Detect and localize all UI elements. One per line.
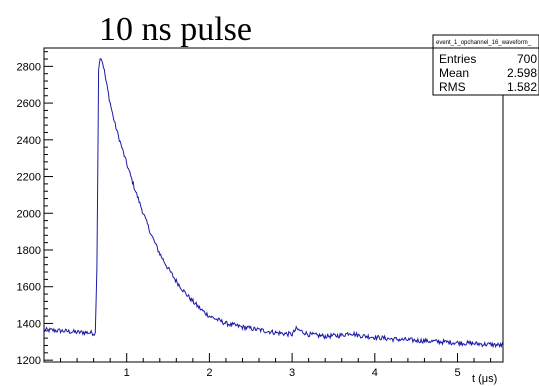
stats-entries-label: Entries: [439, 52, 476, 66]
stats-box: event_1_opchannel_16_waveform_ Entries 7…: [432, 34, 539, 96]
x-tick-label: 4: [372, 367, 378, 379]
chart-title: 10 ns pulse: [99, 11, 252, 48]
y-tick-label: 2800: [17, 61, 41, 73]
y-tick-label: 1800: [17, 245, 41, 257]
y-tick-label: 1400: [17, 318, 41, 330]
stats-mean-value: 2.598: [507, 66, 537, 80]
y-tick-label: 2200: [17, 172, 41, 184]
stats-rms-value: 1.582: [507, 80, 537, 94]
stats-rms-label: RMS: [439, 80, 466, 94]
y-tick-label: 2600: [17, 98, 41, 110]
stats-entries-value: 700: [517, 52, 537, 66]
x-tick-label: 3: [289, 367, 295, 379]
y-axis: 1200 1400 1600 1800 2000 2200 2400 2600 2800: [17, 51, 53, 367]
x-tick-label: 2: [206, 367, 212, 379]
y-tick-label: 1200: [17, 355, 41, 367]
y-tick-label: 2400: [17, 135, 41, 147]
series-line: [43, 57, 504, 349]
plot-frame: [43, 47, 504, 363]
x-axis-label: t (μs): [472, 373, 497, 385]
x-axis: 1 2 3 4 5: [60, 353, 492, 379]
stats-mean-label: Mean: [439, 66, 469, 80]
y-tick-label: 1600: [17, 282, 41, 294]
stats-box-name: event_1_opchannel_16_waveform_: [436, 40, 532, 46]
x-tick-label: 5: [454, 367, 460, 379]
y-tick-label: 2000: [17, 208, 41, 220]
x-tick-label: 1: [124, 367, 130, 379]
